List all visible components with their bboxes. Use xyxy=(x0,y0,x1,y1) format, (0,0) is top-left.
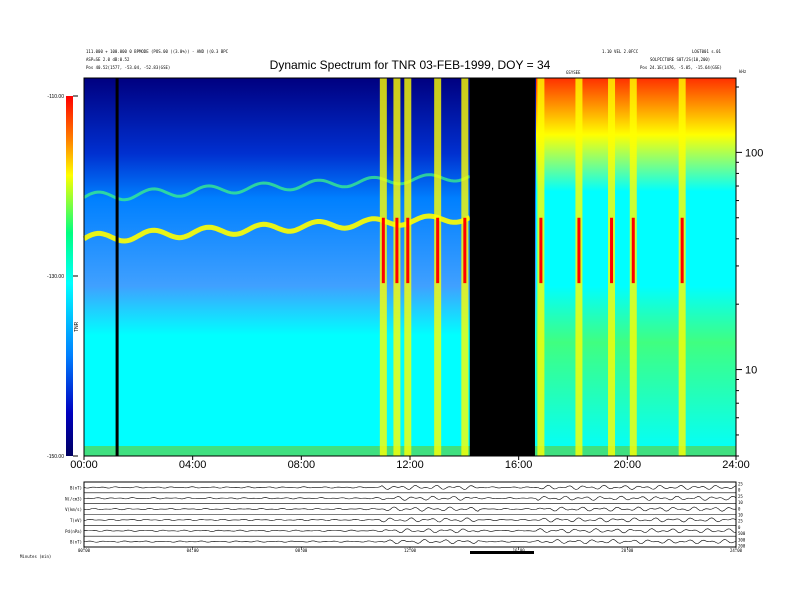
lower-row-trace xyxy=(83,495,737,501)
lower-row-trace xyxy=(83,506,737,512)
lower-right-tick: 25 xyxy=(738,519,743,524)
lower-row-label: B(nT) xyxy=(70,485,82,490)
x-tick-label: 04:00 xyxy=(179,459,207,471)
lower-row-trace xyxy=(83,484,737,490)
lower-row-label: T(eV) xyxy=(70,518,82,523)
burst-core xyxy=(406,217,410,284)
lower-right-tick: 10 xyxy=(738,500,743,505)
lower-right-tick: 200 xyxy=(738,544,746,549)
colorbar-tick-label: -150.00 xyxy=(47,454,64,460)
lower-row-label: N(/cm3) xyxy=(65,496,82,501)
x-tick-label: 16:00 xyxy=(505,459,533,471)
lower-gap-bar xyxy=(470,551,534,554)
y-axis: 100 10 xyxy=(736,86,763,457)
burst-lines xyxy=(379,78,686,456)
meta-left-3: Pos 40.52(1577, -53.04, -52.83(GSE) xyxy=(86,65,170,70)
burst-core xyxy=(539,217,543,284)
meta-left-1: 111.000 + 100.000 0 BPMODE (POS.00 ((3.0… xyxy=(86,49,229,54)
colorbar-tick-label: -110.00 xyxy=(47,94,64,100)
low-freq-cyan-region xyxy=(84,340,384,448)
lower-right-tick: 0 xyxy=(738,525,741,530)
burst-core xyxy=(631,217,635,284)
y-tick-label: 100 xyxy=(745,147,763,159)
y-tick-label: 10 xyxy=(745,365,757,377)
chart-title: Dynamic Spectrum for TNR 03-FEB-1999, DO… xyxy=(270,58,551,72)
lower-right-tick: 300 xyxy=(738,537,746,542)
center-small-label: GSYSEE xyxy=(566,70,581,75)
burst-core xyxy=(680,217,684,284)
x-tick-label: 00:00 xyxy=(70,459,98,471)
black-line xyxy=(115,78,119,456)
burst-core xyxy=(463,217,467,284)
lower-right-tick: 0 xyxy=(738,488,741,493)
colorbar-label: TNR xyxy=(74,321,80,332)
lower-x-ticks: 00:00 04:00 08:00 12:00 16:00 20:00 24:00 xyxy=(78,547,743,553)
lower-x-tick-label: 12:00 xyxy=(404,548,417,553)
lower-right-tick: 500 xyxy=(738,531,746,536)
colorbar xyxy=(66,96,73,456)
lower-panels: B(nT)N(/cm3)V(km/s)T(eV)Pd(nPa)B(nT)2502… xyxy=(65,481,746,554)
spectrogram xyxy=(82,77,737,457)
meta-right-1: 1.10 VEL 2.0FCC xyxy=(602,49,639,54)
burst-core xyxy=(395,217,399,284)
lower-row-trace xyxy=(83,539,737,544)
x-tick-label: 12:00 xyxy=(396,459,424,471)
lower-right-tick: 25 xyxy=(738,482,743,487)
data-gaps xyxy=(469,78,535,456)
meta-left-2: ASP=SE 2.0 dB:0.52 xyxy=(86,57,130,62)
lower-panel-rows: B(nT)N(/cm3)V(km/s)T(eV)Pd(nPa)B(nT)2502… xyxy=(65,482,746,549)
lower-x-tick-label: 04:00 xyxy=(187,548,200,553)
lower-x-tick-label: 00:00 xyxy=(78,548,91,553)
burst-core xyxy=(436,217,440,284)
lower-x-tick-label: 08:00 xyxy=(295,548,308,553)
lower-row-trace xyxy=(83,528,737,534)
x-axis: 00:00 04:00 08:00 12:00 16:00 20:00 24:00 xyxy=(70,456,750,471)
lower-footer-label: Minutes (min) xyxy=(20,554,51,559)
colorbar-tick-label: -130.00 xyxy=(47,274,64,280)
meta-right-4: Pos 24.1E(1476, -5.05, -15.64(GSE) xyxy=(640,65,722,70)
lower-row-label: Pd(nPa) xyxy=(65,529,82,534)
lower-right-tick: 0 xyxy=(738,506,741,511)
lower-x-tick-label: 20:00 xyxy=(621,548,634,553)
data-gap xyxy=(469,78,535,456)
lower-x-tick-label: 24:00 xyxy=(730,548,743,553)
colorbar-ticks: -110.00 -130.00 -150.00 xyxy=(47,94,78,460)
lower-row-label: V(km/s) xyxy=(65,507,82,512)
black-lines xyxy=(115,78,119,456)
burst-core xyxy=(610,217,614,284)
lower-row-label: B(nT) xyxy=(70,540,82,545)
meta-right-3: SOLPICTURE S0T/2S(10,200) xyxy=(650,57,710,62)
meta-right-2: LOGT001 s.01 xyxy=(692,49,721,54)
x-tick-label: 24:00 xyxy=(722,459,750,471)
lower-right-tick: 10 xyxy=(738,513,743,518)
burst-core xyxy=(577,217,581,284)
burst-core xyxy=(381,217,385,284)
y-unit-label: kHz xyxy=(739,69,747,74)
lower-right-tick: 25 xyxy=(738,494,743,499)
lower-row-trace xyxy=(83,517,737,523)
x-tick-label: 20:00 xyxy=(614,459,642,471)
x-tick-label: 08:00 xyxy=(288,459,316,471)
lower-x-tick-label: 16:00 xyxy=(513,548,526,553)
